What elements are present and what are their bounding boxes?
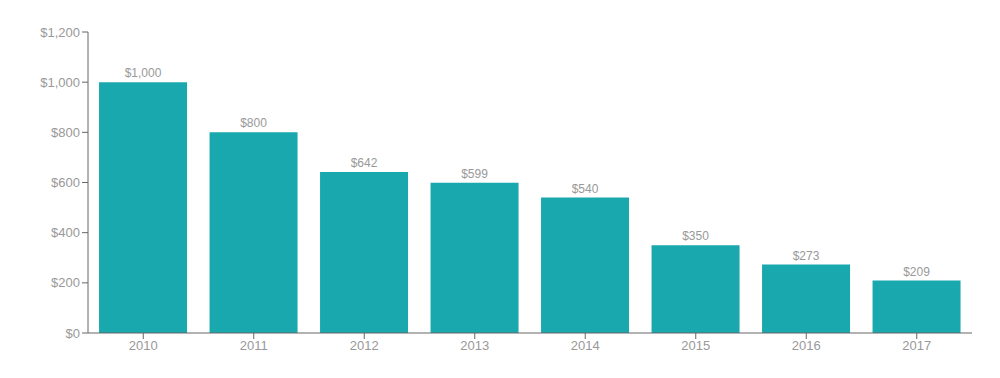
svg-text:$642: $642 [351,156,378,170]
svg-text:2010: 2010 [129,338,158,353]
svg-text:2012: 2012 [350,338,379,353]
svg-text:$600: $600 [51,175,80,190]
svg-text:$1,200: $1,200 [40,25,80,40]
svg-text:$1,000: $1,000 [125,66,162,80]
svg-text:2016: 2016 [792,338,821,353]
svg-text:$209: $209 [903,265,930,279]
svg-text:$540: $540 [572,182,599,196]
svg-text:$273: $273 [793,249,820,263]
svg-text:$0: $0 [66,326,80,341]
svg-text:2014: 2014 [571,338,600,353]
svg-text:2011: 2011 [240,338,268,353]
svg-text:2013: 2013 [460,338,489,353]
svg-text:$800: $800 [51,125,80,140]
svg-text:2017: 2017 [902,338,931,353]
svg-text:$599: $599 [461,167,488,181]
svg-text:$200: $200 [51,275,80,290]
svg-text:$1,000: $1,000 [40,75,80,90]
svg-text:2015: 2015 [681,338,710,353]
svg-text:$800: $800 [240,116,267,130]
svg-text:$400: $400 [51,225,80,240]
svg-text:$350: $350 [682,229,709,243]
